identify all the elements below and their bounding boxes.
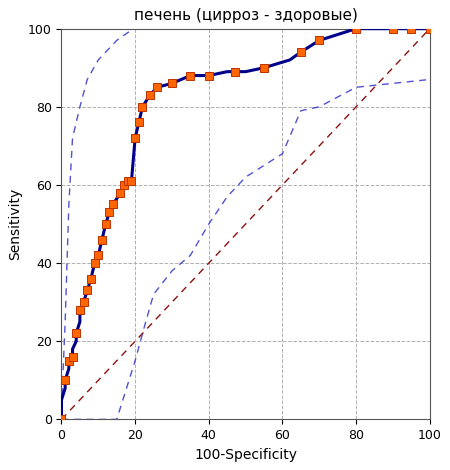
Title: печень (цирроз - здоровые): печень (цирроз - здоровые) [134, 8, 358, 24]
Y-axis label: Sensitivity: Sensitivity [9, 188, 22, 260]
X-axis label: 100-Specificity: 100-Specificity [194, 447, 297, 462]
